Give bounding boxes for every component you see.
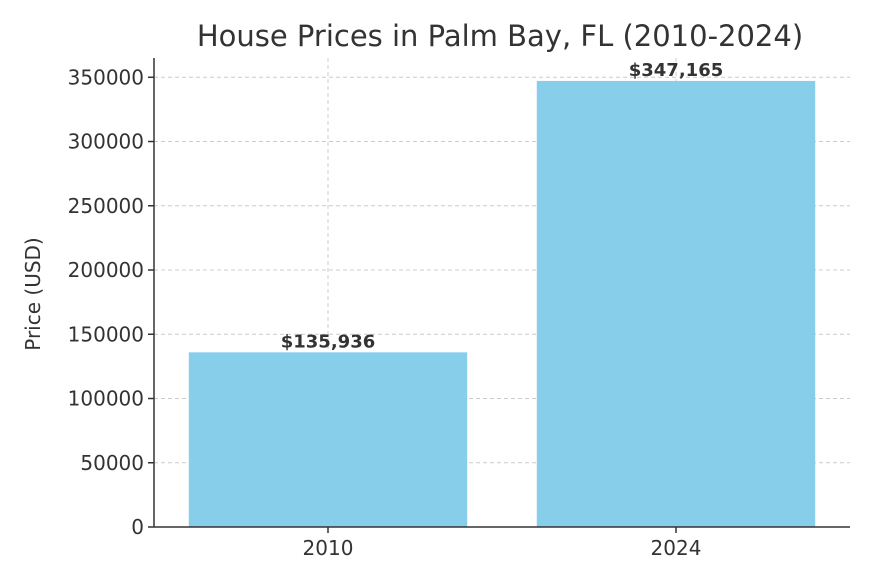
tick-labels: 0 50000 100000 150000 200000 250000 300000 3500… <box>68 65 702 560</box>
bar-2010 <box>188 352 468 527</box>
axes <box>148 58 850 533</box>
y-tick-label: 150000 <box>68 322 144 346</box>
chart-title: House Prices in Palm Bay, FL (2010-2024) <box>197 19 803 53</box>
y-tick-label: 200000 <box>68 258 144 282</box>
data-label-2010: $135,936 <box>281 331 376 352</box>
y-tick-label: 250000 <box>68 194 144 218</box>
y-tick-label: 50000 <box>80 451 144 475</box>
y-tick-label: 300000 <box>68 130 144 154</box>
y-axis-label: Price (USD) <box>21 237 45 351</box>
data-labels: $135,936 $347,165 <box>281 60 724 352</box>
y-tick-label: 350000 <box>68 65 144 89</box>
y-tick-label: 100000 <box>68 387 144 411</box>
y-tick-label: 0 <box>131 515 144 539</box>
bar-2024 <box>536 80 816 528</box>
data-label-2024: $347,165 <box>629 60 724 81</box>
x-tick-label: 2010 <box>303 536 354 560</box>
bars <box>188 80 816 528</box>
x-tick-label: 2024 <box>651 536 702 560</box>
